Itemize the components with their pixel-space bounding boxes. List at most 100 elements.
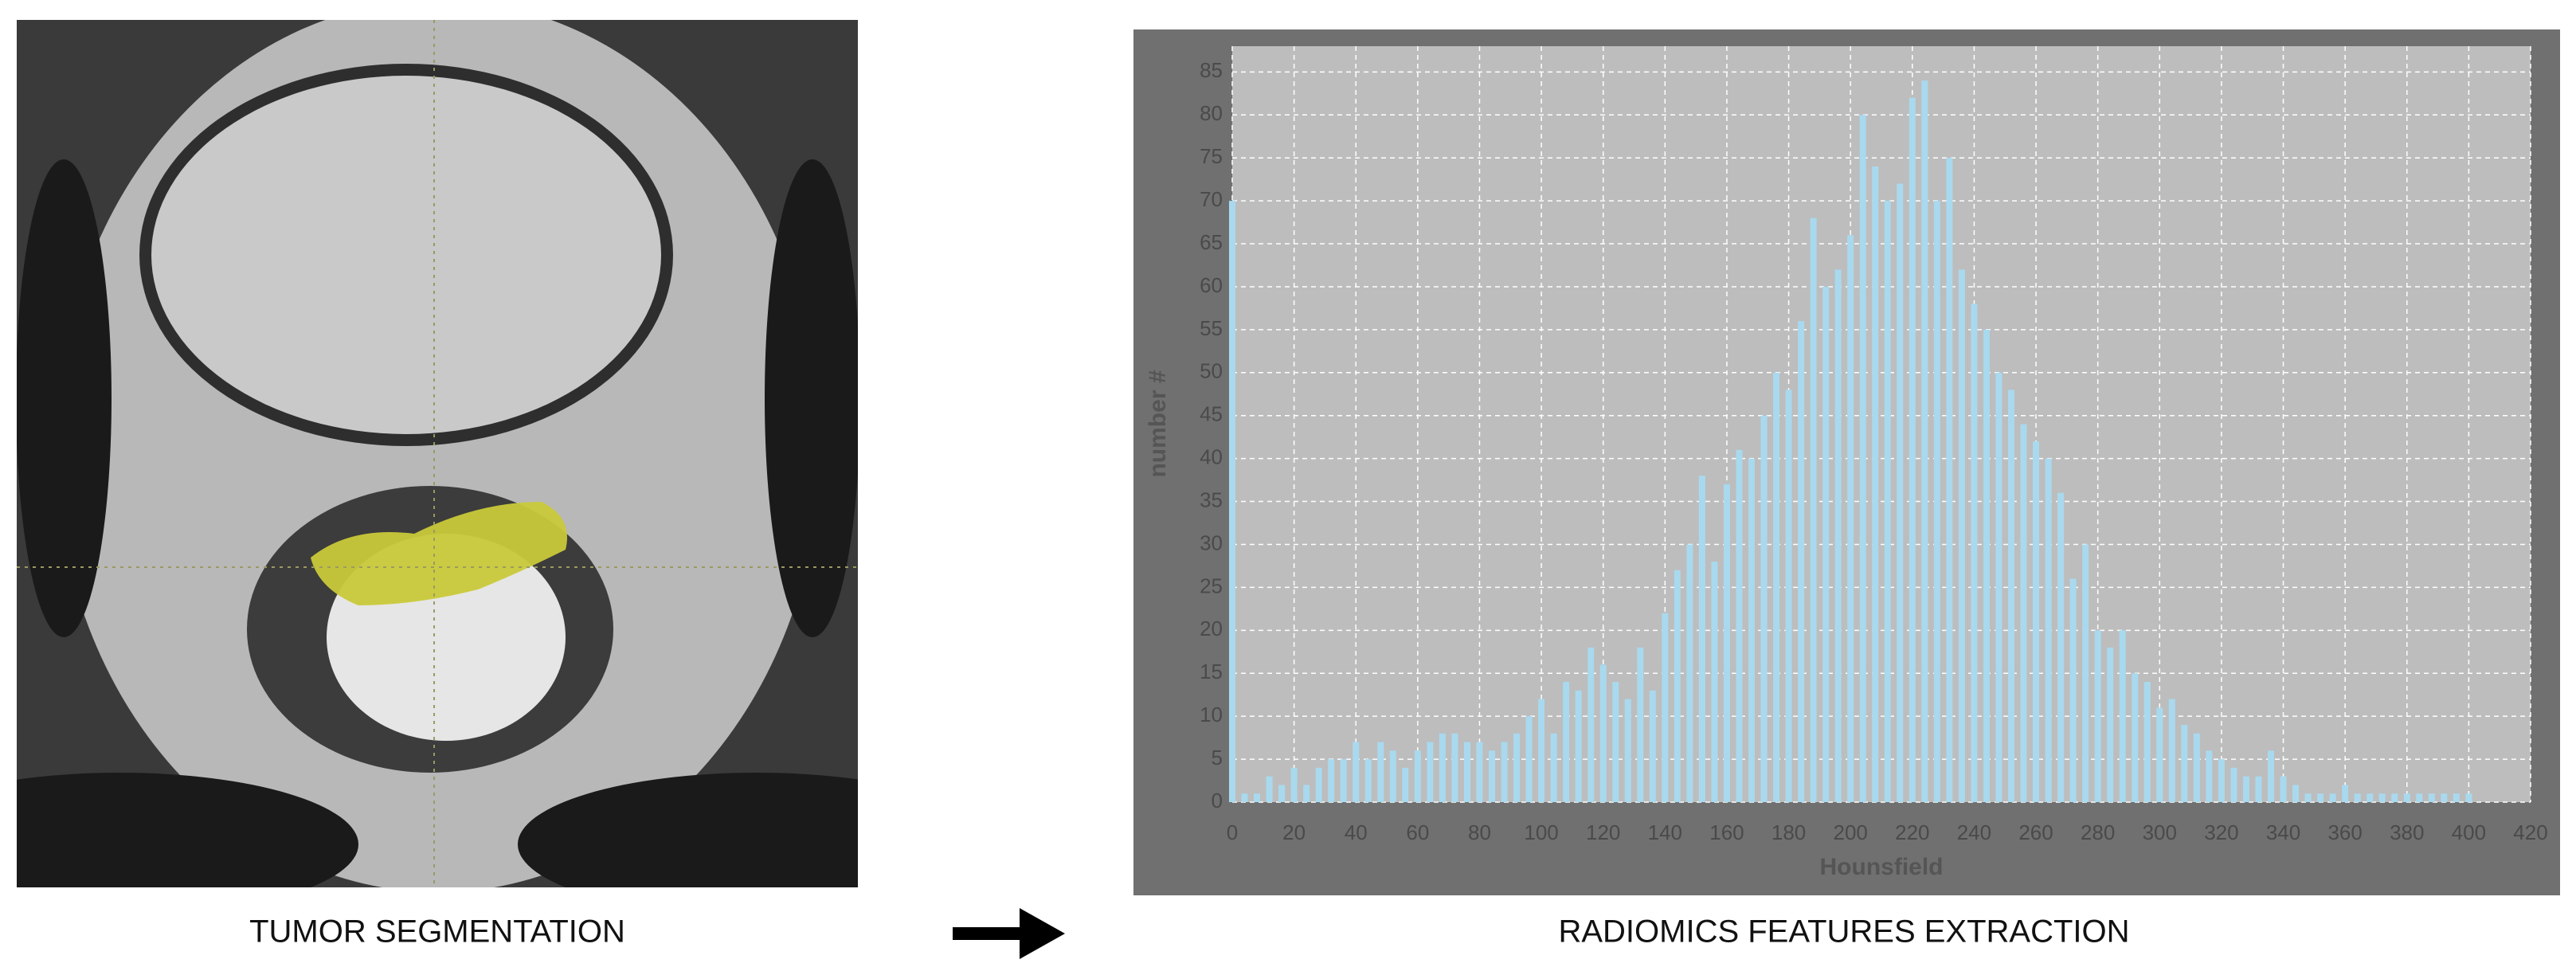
bar — [2342, 785, 2349, 802]
bar — [1290, 767, 1298, 802]
bar — [2378, 793, 2386, 802]
plot: 0 5 10 15 20 25 30 35 40 45 50 55 60 65 70 75 80 85 0 20 40 6… — [1200, 46, 2548, 844]
bar — [2119, 630, 2126, 802]
y-tick-label: 0 — [1212, 789, 1223, 812]
bar — [2367, 793, 2374, 802]
bar — [1847, 235, 1854, 802]
y-tick-label: 20 — [1200, 617, 1223, 640]
bar — [1686, 544, 1693, 802]
y-tick-label: 70 — [1200, 187, 1223, 211]
y-tick-label: 10 — [1200, 703, 1223, 726]
x-tick-label: 400 — [2452, 820, 2486, 844]
x-tick-label: 200 — [1833, 820, 1867, 844]
bar — [1897, 183, 1904, 802]
bar — [2045, 458, 2052, 802]
bar — [1995, 372, 2002, 803]
bar — [1637, 647, 1644, 802]
bar — [2082, 544, 2089, 802]
x-tick-label: 360 — [2327, 820, 2362, 844]
bar — [2317, 793, 2324, 802]
bar — [1353, 742, 1360, 802]
y-tick-label: 25 — [1200, 574, 1223, 597]
bar — [1402, 767, 1409, 802]
bar — [1463, 742, 1470, 802]
mri-image — [17, 20, 858, 887]
y-tick-label: 85 — [1200, 58, 1223, 82]
bar — [1946, 158, 1953, 802]
bar — [1340, 759, 1347, 802]
right-caption: RADIOMICS FEATURES EXTRACTION — [1558, 914, 2129, 950]
y-tick-label: 15 — [1200, 660, 1223, 683]
bar — [2255, 776, 2262, 802]
bar — [1884, 201, 1891, 802]
bar — [1587, 647, 1595, 802]
x-tick-label: 120 — [1586, 820, 1620, 844]
bar — [2107, 647, 2114, 802]
bar — [1958, 269, 1965, 802]
bar — [1921, 80, 1928, 803]
plot-area — [1232, 46, 2531, 802]
bar — [1278, 785, 1286, 802]
bar — [2441, 793, 2448, 802]
bar — [2143, 682, 2151, 802]
y-tick-label: 65 — [1200, 230, 1223, 254]
bar — [1563, 682, 1570, 802]
x-tick-label: 60 — [1406, 820, 1429, 844]
bar — [1254, 793, 1261, 802]
bar — [1550, 733, 1557, 802]
x-tick-label: 180 — [1771, 820, 1806, 844]
bar — [2193, 733, 2200, 802]
bar — [2069, 578, 2077, 802]
y-tick-label: 5 — [1212, 746, 1223, 769]
bar — [1266, 776, 1273, 802]
bar — [1736, 449, 1743, 802]
bar — [1872, 166, 1879, 802]
bar — [1364, 759, 1372, 802]
x-tick-label: 340 — [2266, 820, 2300, 844]
bar — [2181, 724, 2188, 802]
x-tick-label: 420 — [2513, 820, 2547, 844]
x-tick-label: 100 — [1524, 820, 1558, 844]
bar — [1649, 690, 1656, 802]
y-axis-label: number # — [1145, 370, 1171, 477]
x-tick-label: 220 — [1895, 820, 1929, 844]
bar — [1451, 733, 1458, 802]
bar — [2132, 673, 2139, 802]
bar — [1798, 321, 1805, 802]
bar — [2206, 750, 2213, 802]
bar — [1624, 699, 1631, 802]
bar — [1971, 303, 1978, 803]
bar — [2008, 390, 2014, 802]
x-tick-label: 260 — [2018, 820, 2053, 844]
bar — [1513, 733, 1521, 802]
arrow — [953, 908, 1065, 959]
bar — [2391, 793, 2398, 802]
bar — [1933, 201, 1940, 802]
bar — [1748, 458, 1755, 802]
bar — [2268, 750, 2274, 802]
left-caption: TUMOR SEGMENTATION — [249, 914, 625, 950]
x-tick-label: 20 — [1282, 820, 1306, 844]
bar — [1760, 415, 1768, 802]
y-tick-label: 30 — [1200, 531, 1223, 554]
bar — [1822, 286, 1830, 802]
x-tick-label: 80 — [1468, 820, 1491, 844]
bar — [1612, 682, 1619, 802]
bar — [2428, 793, 2435, 802]
bar — [1859, 115, 1866, 803]
x-tick-label: 240 — [1957, 820, 1991, 844]
x-tick-label: 140 — [1648, 820, 1682, 844]
bar — [1810, 217, 1817, 802]
bar — [2304, 793, 2312, 802]
bar — [2416, 793, 2423, 802]
bar — [1538, 699, 1545, 802]
bar — [1414, 750, 1421, 802]
bar — [2453, 793, 2460, 802]
bar — [2033, 441, 2040, 802]
bar — [2218, 759, 2225, 802]
bar — [1489, 750, 1495, 802]
y-tick-label: 75 — [1200, 144, 1223, 168]
y-tick-label: 40 — [1200, 445, 1223, 469]
